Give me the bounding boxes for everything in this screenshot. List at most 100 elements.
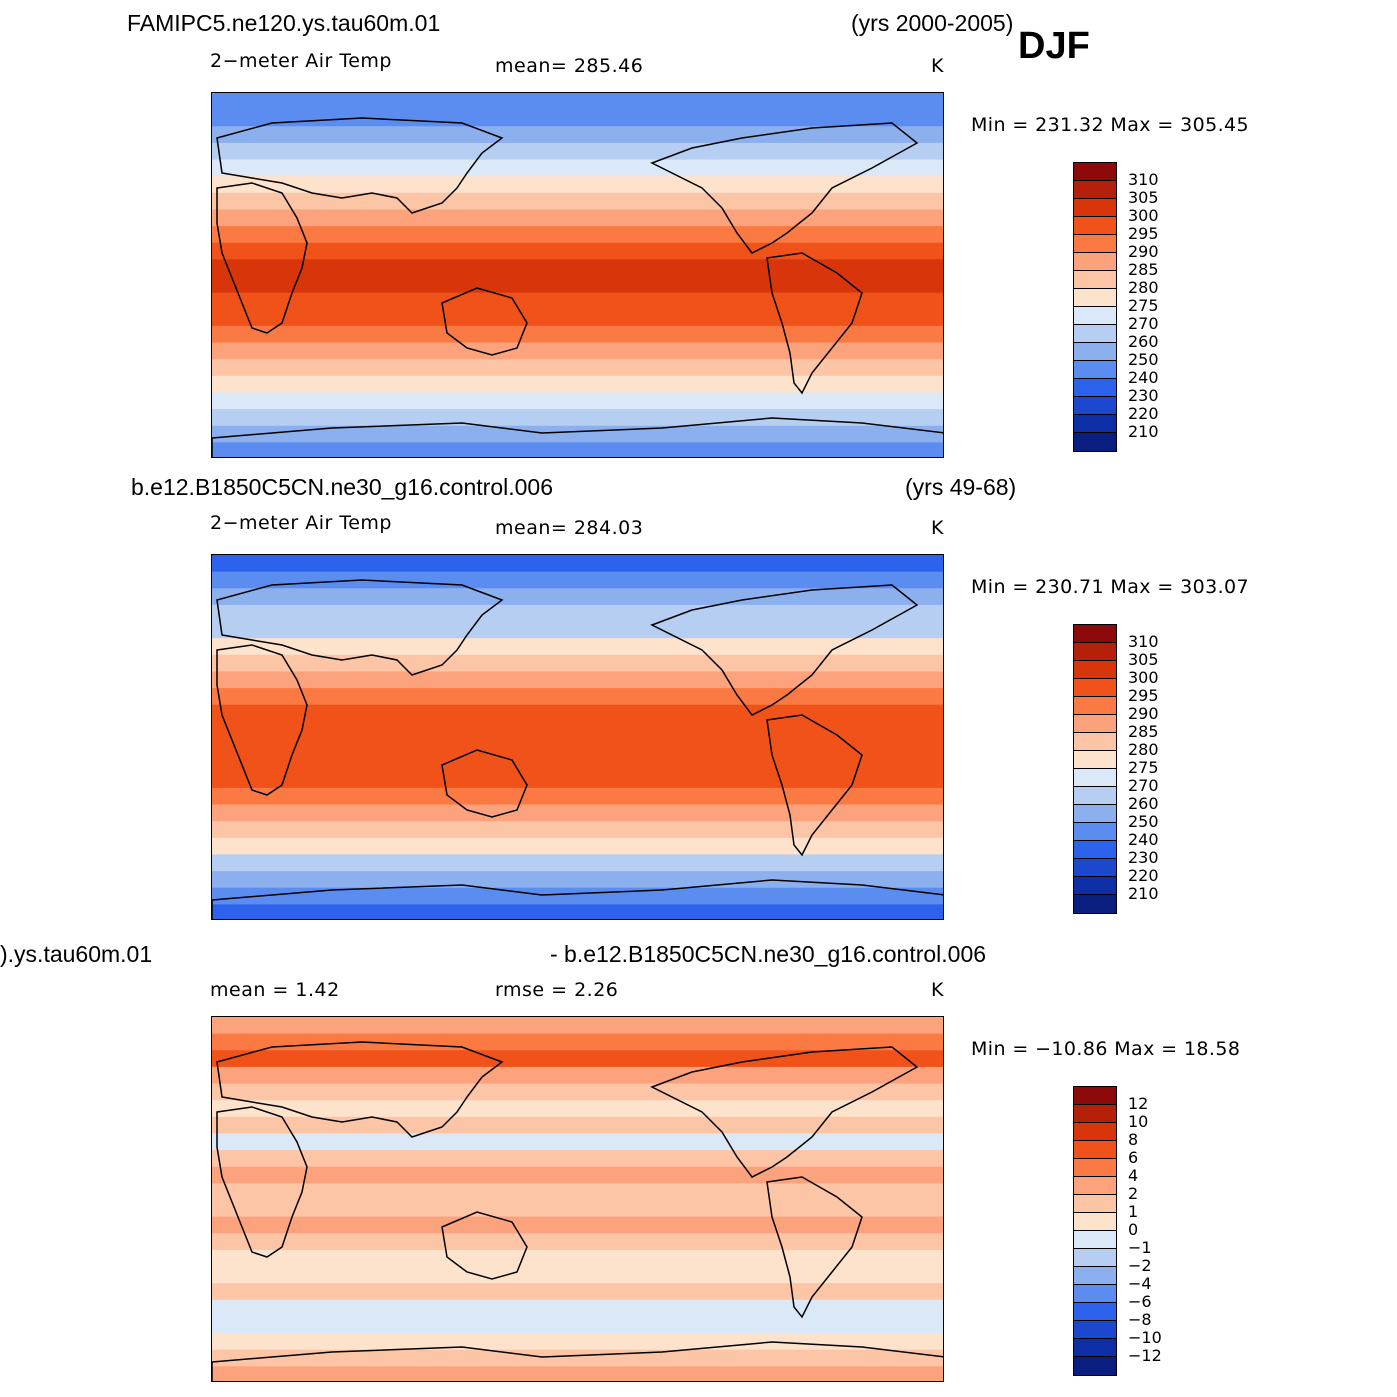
latitude-band — [212, 1150, 943, 1168]
colorbar-segment — [1074, 1123, 1116, 1141]
colorbar-segment — [1074, 1105, 1116, 1123]
colorbar-tick-label: −6 — [1128, 1292, 1152, 1311]
latitude-band — [212, 409, 943, 427]
latitude-band — [212, 1366, 943, 1381]
colorbar-tick-label: 230 — [1128, 386, 1159, 405]
panel2-colorbar — [1073, 624, 1117, 914]
colorbar-segment — [1074, 181, 1116, 199]
colorbar-segment — [1074, 1339, 1116, 1357]
latitude-band — [212, 1216, 943, 1234]
colorbar-segment — [1074, 1141, 1116, 1159]
panel3-colorbar — [1073, 1086, 1117, 1376]
colorbar-tick-label: 305 — [1128, 650, 1159, 669]
colorbar-tick-label: 6 — [1128, 1148, 1139, 1167]
colorbar-segment — [1074, 1285, 1116, 1303]
colorbar-segment — [1074, 697, 1116, 715]
colorbar-tick-label: 240 — [1128, 830, 1159, 849]
coastline — [441, 287, 528, 356]
coastline — [212, 417, 943, 457]
colorbar-tick-label: 210 — [1128, 884, 1159, 903]
colorbar-segment — [1074, 733, 1116, 751]
colorbar-tick-label: 230 — [1128, 848, 1159, 867]
latitude-band — [212, 854, 943, 872]
colorbar-tick-label: 260 — [1128, 794, 1159, 813]
colorbar-segment — [1074, 307, 1116, 325]
colorbar-tick-label: 270 — [1128, 776, 1159, 795]
panel3-units: K — [931, 979, 944, 1001]
colorbar-segment — [1074, 253, 1116, 271]
colorbar-segment — [1074, 1357, 1116, 1375]
colorbar-tick-label: 285 — [1128, 260, 1159, 279]
colorbar-tick-label: 250 — [1128, 812, 1159, 831]
colorbar-tick-label: 270 — [1128, 314, 1159, 333]
latitude-band — [212, 754, 943, 772]
latitude-band — [212, 425, 943, 443]
colorbar-tick-label: 250 — [1128, 350, 1159, 369]
coastline — [216, 1041, 504, 1138]
latitude-band — [212, 721, 943, 739]
latitude-band — [212, 1349, 943, 1367]
panel3-case-title: ).ys.tau60m.01 — [0, 941, 153, 967]
colorbar-tick-label: −12 — [1128, 1346, 1162, 1365]
latitude-band — [212, 1233, 943, 1251]
colorbar-tick-label: 280 — [1128, 740, 1159, 759]
panel2-mean: mean= 284.03 — [495, 517, 644, 539]
latitude-band — [212, 1333, 943, 1351]
panel3-case-title-right: - b.e12.B1850C5CN.ne30_g16.control.006 — [550, 941, 987, 967]
latitude-band — [212, 821, 943, 839]
colorbar-tick-label: 240 — [1128, 368, 1159, 387]
coastline — [216, 1106, 308, 1258]
colorbar-segment — [1074, 1267, 1116, 1285]
latitude-band — [212, 688, 943, 706]
latitude-band — [212, 555, 943, 573]
latitude-band — [212, 804, 943, 822]
panel2-map — [211, 554, 944, 920]
colorbar-segment — [1074, 1213, 1116, 1231]
latitude-band — [212, 392, 943, 410]
panel1-case-title: FAMIPC5.ne120.ys.tau60m.01 — [127, 10, 441, 36]
colorbar-segment — [1074, 859, 1116, 877]
latitude-band — [212, 1249, 943, 1268]
panel2-variable: 2−meter Air Temp — [210, 512, 392, 534]
latitude-band — [212, 242, 943, 260]
latitude-band — [212, 442, 943, 457]
coastline — [212, 1341, 943, 1381]
colorbar-tick-label: 210 — [1128, 422, 1159, 441]
latitude-band — [212, 621, 943, 639]
latitude-band — [212, 359, 943, 377]
latitude-band — [212, 259, 943, 277]
colorbar-tick-label: 290 — [1128, 242, 1159, 261]
colorbar-segment — [1074, 379, 1116, 397]
panel2-years: (yrs 49-68) — [905, 474, 1017, 500]
colorbar-segment — [1074, 643, 1116, 661]
latitude-band — [212, 837, 943, 855]
latitude-band — [212, 1183, 943, 1201]
latitude-band — [212, 276, 943, 294]
colorbar-segment — [1074, 235, 1116, 253]
latitude-band — [212, 638, 943, 656]
latitude-band — [212, 1133, 943, 1151]
latitude-band — [212, 1200, 943, 1218]
coastline — [212, 879, 943, 919]
latitude-band — [212, 787, 943, 806]
latitude-band — [212, 176, 943, 194]
panel1-variable: 2−meter Air Temp — [210, 50, 392, 72]
panel1-years: (yrs 2000-2005) — [851, 10, 1014, 36]
colorbar-segment — [1074, 877, 1116, 895]
latitude-band — [212, 1266, 943, 1284]
coastline — [441, 749, 528, 818]
colorbar-segment — [1074, 715, 1116, 733]
colorbar-segment — [1074, 397, 1116, 415]
colorbar-segment — [1074, 769, 1116, 787]
coastline — [650, 122, 919, 254]
latitude-band — [212, 325, 943, 344]
colorbar-tick-label: 295 — [1128, 224, 1159, 243]
colorbar-segment — [1074, 361, 1116, 379]
latitude-band — [212, 1050, 943, 1068]
colorbar-tick-label: −2 — [1128, 1256, 1152, 1275]
panel3-mean: mean = 1.42 — [210, 979, 340, 1001]
latitude-band — [212, 142, 943, 161]
colorbar-segment — [1074, 343, 1116, 361]
colorbar-segment — [1074, 787, 1116, 805]
latitude-band — [212, 309, 943, 327]
